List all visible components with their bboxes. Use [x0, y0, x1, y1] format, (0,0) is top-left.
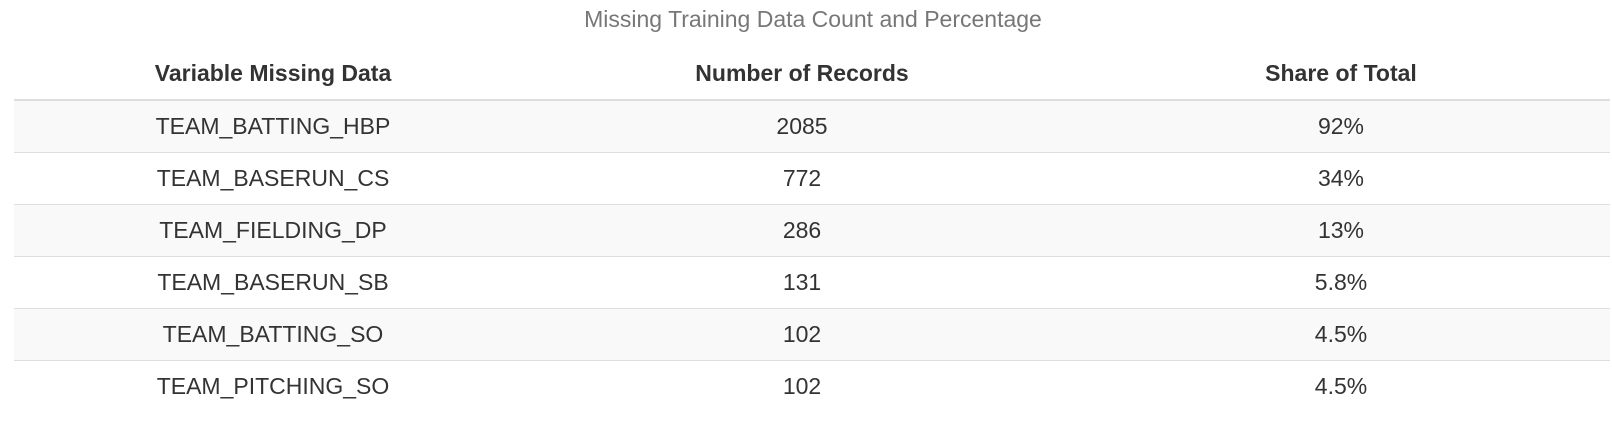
table-row: TEAM_PITCHING_SO 102 4.5%: [14, 360, 1610, 412]
cell-share: 34%: [1072, 152, 1610, 205]
cell-variable: TEAM_BATTING_HBP: [14, 100, 532, 153]
cell-variable: TEAM_BASERUN_CS: [14, 152, 532, 205]
table-body: TEAM_BATTING_HBP 2085 92% TEAM_BASERUN_C…: [14, 100, 1610, 412]
cell-records: 286: [532, 204, 1072, 257]
cell-records: 2085: [532, 100, 1072, 153]
cell-records: 131: [532, 256, 1072, 309]
cell-share: 4.5%: [1072, 308, 1610, 361]
cell-share: 4.5%: [1072, 360, 1610, 412]
table-row: TEAM_BASERUN_CS 772 34%: [14, 152, 1610, 205]
cell-records: 102: [532, 308, 1072, 361]
column-header-share: Share of Total: [1072, 48, 1610, 101]
header-row: Variable Missing Data Number of Records …: [14, 48, 1610, 101]
table-row: TEAM_FIELDING_DP 286 13%: [14, 204, 1610, 257]
cell-share: 13%: [1072, 204, 1610, 257]
cell-variable: TEAM_FIELDING_DP: [14, 204, 532, 257]
cell-variable: TEAM_BASERUN_SB: [14, 256, 532, 309]
cell-variable: TEAM_PITCHING_SO: [14, 360, 532, 412]
cell-share: 92%: [1072, 100, 1610, 153]
missing-data-table: Variable Missing Data Number of Records …: [14, 48, 1610, 412]
table-header: Variable Missing Data Number of Records …: [14, 48, 1610, 101]
table-row: TEAM_BASERUN_SB 131 5.8%: [14, 256, 1610, 309]
table-row: TEAM_BATTING_SO 102 4.5%: [14, 308, 1610, 361]
cell-records: 102: [532, 360, 1072, 412]
cell-variable: TEAM_BATTING_SO: [14, 308, 532, 361]
cell-share: 5.8%: [1072, 256, 1610, 309]
column-header-records: Number of Records: [532, 48, 1072, 101]
cell-records: 772: [532, 152, 1072, 205]
table-row: TEAM_BATTING_HBP 2085 92%: [14, 100, 1610, 153]
column-header-variable: Variable Missing Data: [14, 48, 532, 101]
table-caption: Missing Training Data Count and Percenta…: [584, 6, 1042, 32]
